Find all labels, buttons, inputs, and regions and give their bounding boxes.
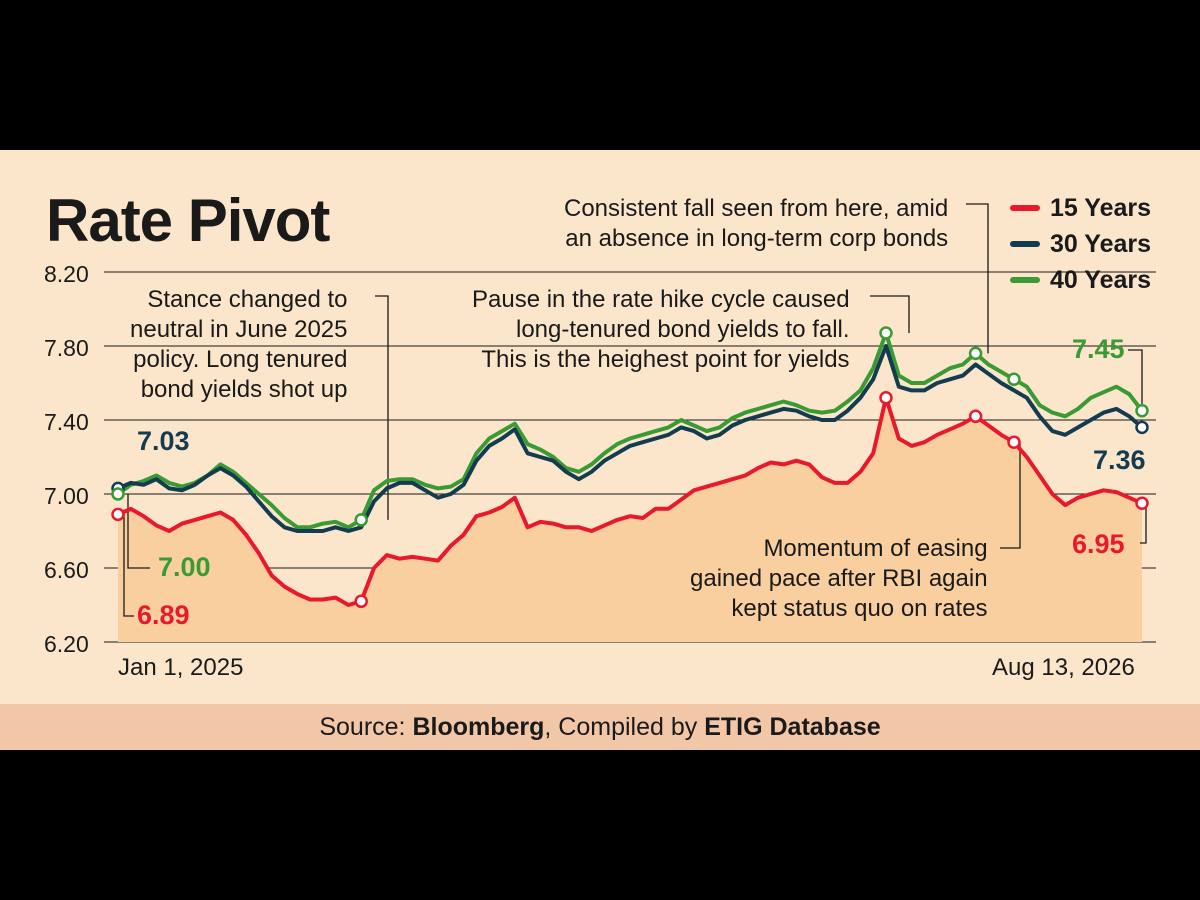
data-point-marker — [1007, 435, 1021, 449]
annotation-line: Consistent fall seen from here, amid — [564, 195, 949, 222]
source-bloomberg: Bloomberg — [412, 713, 545, 741]
annotation-line: Momentum of easing — [763, 535, 988, 562]
annotation-consistent-fall: Consistent fall seen from here, amid an … — [564, 194, 948, 254]
area-fill-15y — [118, 397, 1142, 642]
annotation-line: policy. Long tenured — [133, 346, 348, 373]
legend-item-40y: 40 Years — [1010, 262, 1151, 298]
y-tick-label: 7.00 — [44, 483, 89, 509]
annotation-line: neutral in June 2025 — [130, 316, 348, 343]
value-label-start-40y: 7.00 — [158, 552, 211, 582]
chart-title: Rate Pivot — [46, 187, 330, 254]
series-line — [117, 344, 1144, 533]
leader-start-40 — [127, 494, 150, 569]
data-point-marker — [111, 487, 125, 501]
legend-swatch — [1010, 277, 1040, 283]
data-point-marker — [1007, 372, 1021, 387]
value-label-start-30y: 7.03 — [137, 426, 190, 456]
data-point-marker — [1135, 496, 1149, 510]
source-bar: Source: Bloomberg, Compiled by ETIG Data… — [0, 704, 1200, 750]
value-label-end-15y: 6.95 — [1072, 529, 1125, 559]
y-tick-label: 7.40 — [44, 409, 89, 435]
x-start-label: Jan 1, 2025 — [118, 654, 244, 681]
leader-start-15 — [123, 514, 134, 617]
source-middle: , Compiled by — [544, 713, 705, 741]
annotation-line: an absence in long-term corp bonds — [565, 225, 949, 252]
annotation-line: bond yields shot up — [140, 376, 348, 403]
y-tick-label: 6.60 — [44, 557, 89, 583]
annotation-line: kept status quo on rates — [731, 595, 988, 622]
data-point-marker — [1135, 420, 1149, 435]
legend-swatch — [1010, 205, 1040, 211]
legend-label: 15 Years — [1050, 193, 1152, 222]
leader-end-15 — [1140, 503, 1147, 544]
y-tick-label: 6.20 — [44, 631, 89, 657]
x-end-label: Aug 13, 2026 — [992, 654, 1135, 681]
annotation-pause: Pause in the rate hike cycle caused long… — [472, 285, 850, 375]
legend-item-15y: 15 Years — [1010, 190, 1151, 226]
leader-stance — [375, 295, 389, 520]
source-prefix: Source: — [319, 713, 413, 741]
data-point-marker — [879, 391, 893, 405]
data-point-marker — [1135, 403, 1149, 418]
annotation-momentum: Momentum of easing gained pace after RBI… — [690, 534, 988, 624]
data-point-marker — [968, 346, 983, 361]
value-label-end-30y: 7.36 — [1093, 445, 1146, 475]
data-point-marker — [968, 409, 983, 424]
y-tick-label: 7.80 — [44, 335, 89, 361]
value-label-start-15y: 6.89 — [137, 600, 190, 630]
leader-consistent — [966, 203, 989, 354]
legend: 15 Years 30 Years 40 Years — [1010, 190, 1151, 298]
chart-plot — [104, 203, 1156, 643]
annotation-line: Stance changed to — [147, 286, 348, 313]
leader-pause — [870, 295, 910, 334]
annotation-line: gained pace after RBI again — [690, 565, 988, 592]
legend-swatch — [1010, 241, 1040, 247]
leader-end-40 — [1128, 349, 1143, 411]
data-point-marker — [879, 326, 893, 340]
legend-item-30y: 30 Years — [1010, 226, 1151, 262]
leader-momentum — [1000, 442, 1021, 549]
value-label-end-40y: 7.45 — [1072, 334, 1125, 364]
data-point-marker — [111, 507, 125, 522]
data-point-marker — [354, 513, 368, 527]
data-point-marker — [354, 594, 368, 609]
source-etig: ETIG Database — [704, 713, 881, 741]
legend-label: 40 Years — [1050, 265, 1152, 294]
y-tick-label: 8.20 — [44, 261, 89, 287]
annotation-line: Pause in the rate hike cycle caused — [472, 286, 850, 313]
legend-label: 30 Years — [1050, 229, 1152, 258]
chart-panel: Rate Pivot 8.20 7.80 7.40 7.00 6.60 6.20… — [0, 150, 1200, 750]
annotation-line: This is the heighest point for yields — [481, 346, 850, 373]
annotation-stance-changed: Stance changed to neutral in June 2025 p… — [130, 285, 348, 405]
annotation-line: long-tenured bond yields to fall. — [516, 316, 850, 343]
